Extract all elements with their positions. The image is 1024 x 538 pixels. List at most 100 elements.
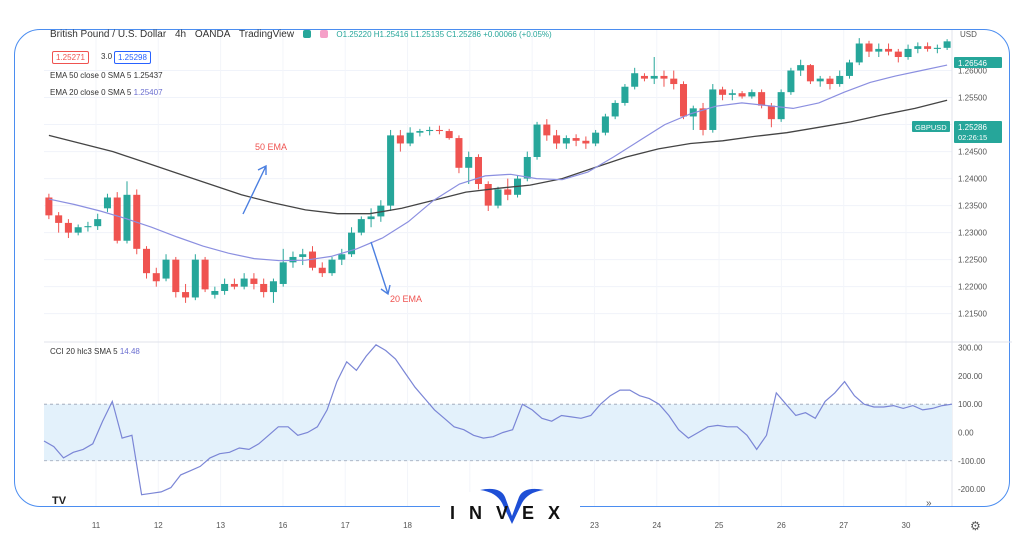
candle-body[interactable]: [709, 89, 717, 130]
candle-body[interactable]: [123, 194, 131, 241]
candle-body[interactable]: [221, 283, 229, 291]
settings-gear-icon[interactable]: ⚙: [970, 519, 981, 533]
candle-body[interactable]: [933, 47, 941, 49]
bid-button[interactable]: 1.25271: [52, 51, 89, 64]
candle-body[interactable]: [406, 132, 414, 144]
candle-body[interactable]: [396, 135, 404, 144]
legend-cci[interactable]: CCI 20 hlc3 SMA 5 14.48: [50, 347, 140, 356]
candle-body[interactable]: [875, 48, 883, 52]
candle-body[interactable]: [553, 135, 561, 144]
candle-body[interactable]: [797, 65, 805, 71]
ema20-line[interactable]: [48, 64, 948, 262]
candle-body[interactable]: [865, 43, 873, 52]
ema50-line[interactable]: [48, 99, 948, 215]
candle-body[interactable]: [240, 278, 248, 287]
candle-body[interactable]: [387, 135, 395, 206]
candle-body[interactable]: [806, 65, 814, 82]
candle-body[interactable]: [348, 232, 356, 255]
candle-body[interactable]: [494, 189, 502, 206]
interval-label[interactable]: 4h: [174, 29, 187, 40]
candle-body[interactable]: [230, 283, 238, 287]
candle-body[interactable]: [504, 189, 512, 195]
candle-body[interactable]: [748, 92, 756, 97]
candle-body[interactable]: [894, 51, 902, 58]
candle-body[interactable]: [201, 259, 209, 290]
candle-body[interactable]: [367, 216, 375, 220]
ask-button[interactable]: 1.25298: [114, 51, 151, 64]
candle-body[interactable]: [182, 292, 190, 298]
candle-body[interactable]: [836, 75, 844, 85]
candle-body[interactable]: [816, 78, 824, 82]
candle-body[interactable]: [74, 227, 82, 233]
candle-body[interactable]: [260, 283, 268, 293]
candle-body[interactable]: [924, 46, 932, 49]
candle-body[interactable]: [64, 222, 72, 233]
candle-body[interactable]: [55, 215, 63, 223]
candle-body[interactable]: [640, 75, 648, 79]
candle-body[interactable]: [318, 267, 326, 274]
scroll-to-realtime-icon[interactable]: »: [926, 498, 932, 509]
candle-body[interactable]: [621, 86, 629, 103]
candle-body[interactable]: [855, 43, 863, 63]
candle-body[interactable]: [474, 156, 482, 184]
candle-body[interactable]: [943, 41, 951, 48]
symbol-name[interactable]: British Pound / U.S. Dollar: [50, 29, 167, 40]
candle-body[interactable]: [426, 129, 434, 132]
candle-body[interactable]: [572, 138, 580, 141]
candle-body[interactable]: [679, 84, 688, 117]
candle-body[interactable]: [289, 256, 297, 263]
candle-body[interactable]: [650, 75, 658, 79]
candle-body[interactable]: [699, 108, 707, 130]
candle-body[interactable]: [338, 254, 346, 260]
candle-body[interactable]: [94, 219, 102, 227]
candle-body[interactable]: [885, 48, 893, 52]
candle-body[interactable]: [777, 92, 785, 120]
candle-body[interactable]: [611, 102, 619, 117]
candle-body[interactable]: [904, 48, 912, 58]
candle-body[interactable]: [758, 92, 766, 106]
candle-body[interactable]: [211, 290, 219, 295]
candle-body[interactable]: [269, 281, 277, 293]
candle-body[interactable]: [162, 259, 170, 279]
candle-body[interactable]: [660, 75, 668, 79]
candle-body[interactable]: [357, 219, 365, 233]
candle-body[interactable]: [455, 138, 463, 168]
legend-ema50[interactable]: EMA 50 close 0 SMA 5 1.25437: [50, 71, 163, 80]
candle-body[interactable]: [103, 197, 111, 209]
candle-body[interactable]: [767, 105, 775, 120]
candle-body[interactable]: [45, 197, 53, 216]
legend-ema20[interactable]: EMA 20 close 0 SMA 5 1.25407: [50, 88, 163, 97]
candle-body[interactable]: [279, 262, 287, 284]
candle-body[interactable]: [582, 140, 590, 144]
candle-body[interactable]: [191, 259, 199, 298]
candle-body[interactable]: [113, 197, 121, 241]
candle-body[interactable]: [826, 78, 834, 85]
candle-body[interactable]: [435, 129, 443, 132]
candle-body[interactable]: [172, 259, 180, 293]
candle-body[interactable]: [152, 273, 160, 282]
candle-body[interactable]: [631, 73, 639, 87]
candle-body[interactable]: [377, 205, 385, 217]
candle-body[interactable]: [416, 131, 424, 133]
candle-body[interactable]: [601, 116, 609, 133]
candle-body[interactable]: [84, 226, 92, 228]
candle-body[interactable]: [719, 89, 727, 95]
candle-body[interactable]: [670, 78, 678, 85]
cci-line[interactable]: [43, 344, 953, 496]
candle-body[interactable]: [738, 93, 746, 97]
candle-body[interactable]: [845, 62, 853, 76]
candle-body[interactable]: [250, 278, 258, 284]
candle-body[interactable]: [533, 124, 541, 157]
candle-body[interactable]: [728, 93, 736, 95]
candle-body[interactable]: [562, 138, 570, 144]
candle-body[interactable]: [484, 184, 492, 206]
candle-body[interactable]: [523, 156, 531, 179]
candle-body[interactable]: [543, 124, 551, 136]
candle-body[interactable]: [465, 156, 473, 168]
candle-body[interactable]: [328, 259, 336, 274]
candle-body[interactable]: [143, 248, 151, 274]
candle-body[interactable]: [914, 46, 922, 49]
candle-body[interactable]: [787, 70, 795, 93]
candle-body[interactable]: [592, 132, 600, 144]
